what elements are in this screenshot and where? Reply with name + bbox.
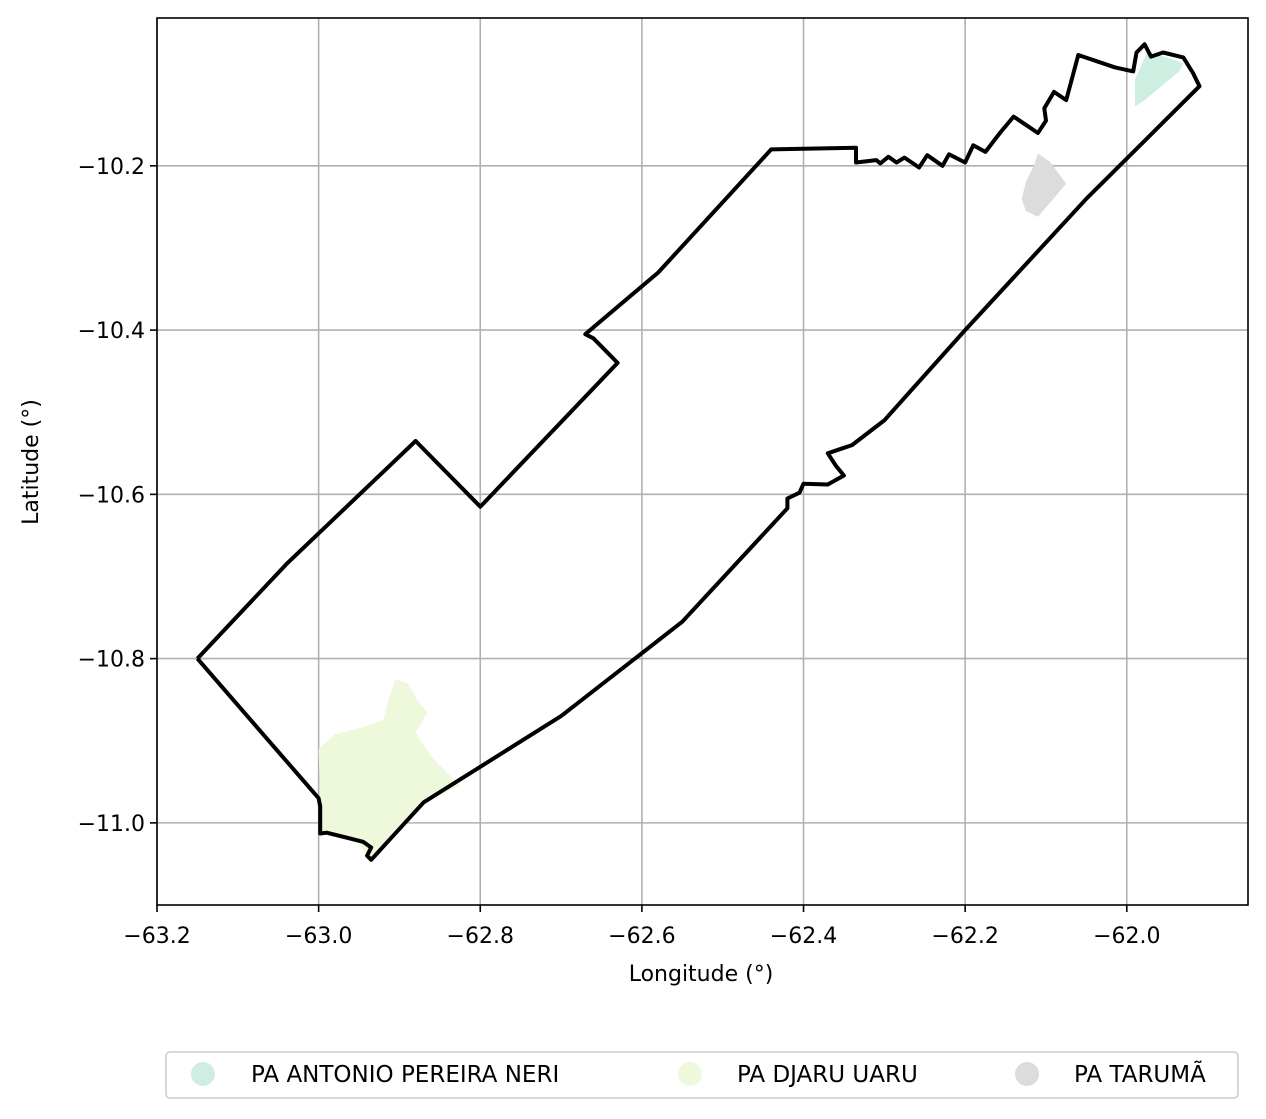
legend-label: PA DJARU UARU [737,1062,918,1088]
x-tick-label: −62.2 [931,924,998,949]
area-pa-djaru-uaru [318,679,461,860]
y-tick-label: −10.6 [78,483,145,508]
x-tick-label: −63.2 [123,924,190,949]
legend-label: PA TARUMÃ [1074,1060,1206,1088]
legend-marker [678,1062,702,1086]
axis-ticks: −63.2 −63.0 −62.8 −62.6 −62.4 −62.2 −62.0 −10.2… [78,155,1161,949]
plot-frame [156,17,1249,906]
y-tick-label: −10.8 [78,648,145,673]
y-tick-label: −10.2 [78,155,145,180]
legend-box [165,1051,1239,1099]
municipality-boundary [195,42,1202,862]
x-axis-label: Longitude (°) [629,962,774,987]
settlement-areas [318,52,1184,860]
legend-item-taruma: PA TARUMÃ [1015,1060,1206,1088]
boundary-layer [195,42,1202,862]
x-tick-label: −62.6 [608,924,675,949]
legend-marker [191,1062,215,1086]
y-axis-label: Latitude (°) [19,399,44,525]
y-tick-label: −10.4 [78,319,145,344]
legend-item-djaru-uaru: PA DJARU UARU [678,1062,918,1088]
legend: PA ANTONIO PEREIRA NERI PA DJARU UARU PA… [165,1051,1239,1099]
legend-label: PA ANTONIO PEREIRA NERI [251,1062,559,1088]
x-tick-label: −62.8 [447,924,514,949]
legend-item-antonio-pereira-neri: PA ANTONIO PEREIRA NERI [191,1062,559,1088]
x-tick-label: −63.0 [285,924,352,949]
x-tick-label: −62.0 [1093,924,1160,949]
legend-marker [1015,1062,1039,1086]
x-tick-label: −62.4 [770,924,837,949]
area-pa-taruma [1021,153,1067,217]
y-tick-label: −11.0 [78,812,145,837]
area-pa-antonio-pereira-neri [1134,52,1184,107]
